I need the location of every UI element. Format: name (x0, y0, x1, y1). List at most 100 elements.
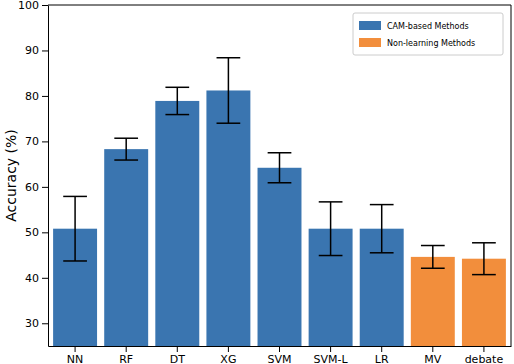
error-line (268, 182, 292, 184)
y-tick-mark (42, 96, 48, 97)
x-axis: NN RF DT XG SVM SVM-L LR MV debate (49, 346, 512, 364)
x-tick: XG (220, 346, 236, 364)
legend-label: CAM-based Methods (387, 22, 469, 31)
bar (258, 168, 302, 346)
x-tick: DT (170, 346, 185, 364)
x-tick-mark (177, 346, 178, 352)
x-tick: LR (375, 346, 389, 364)
x-tick-label: SVM-L (314, 353, 349, 364)
y-tick: 60 (25, 181, 48, 194)
error-line (370, 252, 394, 254)
y-tick-label: 80 (25, 90, 39, 103)
y-tick-label: 50 (25, 226, 39, 239)
error-line (370, 204, 394, 206)
legend-item: CAM-based Methods (359, 21, 469, 31)
error-line (217, 57, 241, 59)
y-axis: 30 40 50 60 70 80 90 100 (18, 0, 49, 347)
x-tick-mark (75, 346, 76, 352)
x-tick-label: NN (67, 353, 83, 364)
y-tick-label: 60 (25, 181, 39, 194)
frame (511, 5, 512, 346)
legend: CAM-based Methods Non-learning Methods (353, 13, 503, 55)
error-line (165, 87, 189, 89)
chart: 30 40 50 60 70 80 90 100 NN RF DT XG SVM SVM-L LR MV deb… (0, 0, 514, 364)
y-tick-label: 100 (18, 0, 39, 12)
y-tick-label: 70 (25, 135, 39, 148)
x-tick-label: SVM (268, 353, 292, 364)
plot: 30 40 50 60 70 80 90 100 NN RF DT XG SVM SVM-L LR MV deb… (18, 0, 512, 364)
y-tick: 70 (25, 135, 48, 148)
error-line (483, 243, 485, 275)
y-tick-mark (42, 141, 48, 142)
y-tick-label: 30 (25, 317, 39, 330)
error-line (319, 255, 343, 257)
error-line (421, 268, 445, 270)
y-tick: 100 (18, 0, 48, 12)
error-line (63, 260, 87, 262)
x-tick-label: DT (170, 353, 185, 364)
error-bar (63, 196, 87, 261)
x-tick: RF (119, 346, 133, 364)
legend-swatch (359, 21, 381, 30)
frame (48, 5, 511, 6)
error-bar (268, 153, 292, 183)
y-tick: 90 (25, 44, 48, 57)
error-bar (217, 58, 241, 123)
error-line (114, 137, 138, 139)
x-tick-label: RF (119, 353, 133, 364)
error-line (319, 201, 343, 203)
error-line (330, 202, 332, 256)
error-line (177, 87, 179, 114)
y-tick-mark (42, 5, 48, 6)
y-label: Accuracy (%) (3, 129, 19, 222)
error-line (381, 205, 383, 253)
x-tick: NN (67, 346, 83, 364)
y-tick-mark (42, 278, 48, 279)
error-line (125, 138, 127, 160)
error-bar (165, 87, 189, 114)
x-tick-label: XG (220, 353, 236, 364)
error-line (472, 242, 496, 244)
error-line (432, 246, 434, 269)
y-tick-label: 40 (25, 272, 39, 285)
y-tick: 50 (25, 226, 48, 239)
y-tick-mark (42, 232, 48, 233)
error-bar (421, 246, 445, 269)
y-tick: 80 (25, 90, 48, 103)
error-line (421, 245, 445, 247)
error-line (74, 196, 76, 261)
y-axis-line (48, 6, 49, 347)
bar (206, 90, 250, 346)
x-tick-label: MV (424, 353, 441, 364)
x-tick-mark (483, 346, 484, 352)
error-line (279, 153, 281, 183)
error-line (63, 196, 87, 198)
x-tick: MV (424, 346, 441, 364)
marks (53, 58, 506, 346)
error-bar (319, 202, 343, 256)
y-tick-mark (42, 187, 48, 188)
x-tick-label: LR (375, 353, 389, 364)
x-tick-mark (126, 346, 127, 352)
legend-swatch (359, 38, 381, 47)
x-tick-label: debate (465, 353, 504, 364)
error-bar (114, 138, 138, 160)
error-line (472, 274, 496, 276)
x-tick: SVM (268, 346, 292, 364)
bar (411, 257, 455, 346)
error-line (114, 159, 138, 161)
error-line (268, 152, 292, 154)
y-tick-mark (42, 50, 48, 51)
error-line (165, 114, 189, 116)
x-tick: debate (465, 346, 504, 364)
y-tick: 30 (25, 317, 48, 330)
y-tick-label: 90 (25, 44, 39, 57)
x-tick-mark (279, 346, 280, 352)
bar (104, 149, 148, 346)
x-tick-mark (432, 346, 433, 352)
legend-box (353, 13, 503, 55)
error-bar (472, 243, 496, 275)
error-bar (370, 205, 394, 253)
bar (155, 101, 199, 346)
legend-label: Non-learning Methods (387, 39, 475, 48)
